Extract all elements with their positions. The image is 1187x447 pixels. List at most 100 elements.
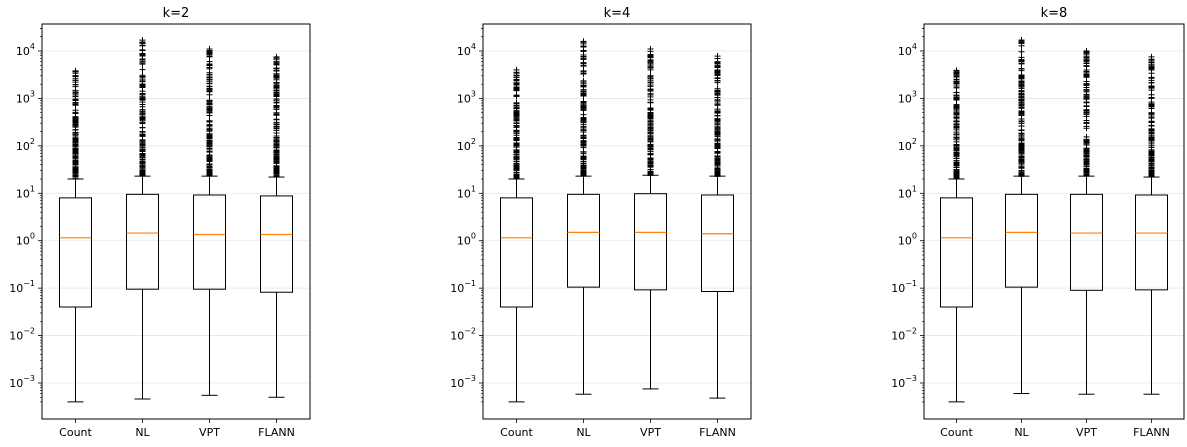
flier-point [647, 118, 654, 125]
flier-point [273, 103, 280, 110]
flier-point [273, 92, 280, 99]
flier-point [647, 171, 654, 178]
y-tick-label: 10−2 [450, 327, 476, 343]
y-tick-label: 101 [898, 184, 917, 200]
box-iqr [1070, 193, 1103, 291]
flier-point [714, 88, 721, 95]
y-tick-label: 100 [16, 232, 35, 248]
flier-point [647, 159, 654, 166]
y-tick-label: 10−1 [450, 279, 476, 295]
flier-point [953, 124, 960, 131]
flier-point [72, 81, 79, 88]
chart-panel-3: k=8 10−3 10−2 10−1 100 101 102 103 104 Count NL VPT… [891, 6, 1185, 439]
flier-point [1148, 115, 1155, 122]
x-tick-label: Count [59, 426, 92, 439]
chart-panel-1: k=2 10−3 10−2 10−1 100 101 102 103 104 Count NL VPT… [9, 6, 311, 439]
y-tick-label: 102 [16, 137, 35, 153]
fliers [1018, 37, 1025, 180]
flier-point [1083, 117, 1090, 124]
y-tick-label: 104 [898, 42, 917, 58]
flier-point [1018, 42, 1025, 49]
flier-point [513, 151, 520, 158]
flier-point [139, 42, 146, 49]
flier-point [647, 60, 654, 67]
flier-point [273, 87, 280, 94]
flier-point [953, 131, 960, 138]
flier-point [1148, 82, 1155, 89]
flier-point [1018, 78, 1025, 85]
x-tick-label: VPT [640, 426, 661, 439]
flier-point [513, 158, 520, 165]
flier-point [273, 73, 280, 80]
flier-point [1018, 85, 1025, 92]
y-tick-label: 102 [457, 137, 476, 153]
flier-point [206, 117, 213, 124]
flier-point [513, 174, 520, 181]
box-count [59, 67, 92, 403]
y-tick-label: 10−2 [891, 327, 917, 343]
flier-point [647, 124, 654, 131]
flier-point [580, 139, 587, 146]
flier-point [206, 109, 213, 116]
flier-point [580, 158, 587, 165]
flier-point [139, 172, 146, 179]
box-iqr [193, 194, 226, 290]
fliers [513, 66, 520, 183]
flier-point [139, 66, 146, 73]
flier-point [714, 96, 721, 103]
fliers [580, 38, 587, 180]
flier-point [72, 172, 79, 179]
flier-point [139, 101, 146, 108]
y-tick-label: 102 [898, 137, 917, 153]
axes-frame [923, 23, 1185, 420]
flier-point [513, 72, 520, 79]
flier-point [647, 106, 654, 113]
flier-point [953, 142, 960, 149]
box-count [940, 67, 973, 403]
y-tick-label: 103 [16, 89, 35, 105]
flier-point [714, 115, 721, 122]
fliers [647, 46, 654, 179]
flier-point [513, 81, 520, 88]
flier-point [953, 155, 960, 162]
flier-point [72, 146, 79, 153]
flier-point [580, 69, 587, 76]
flier-point [513, 105, 520, 112]
flier-point [1018, 65, 1025, 72]
y-tick-label: 10−3 [450, 374, 476, 390]
flier-point [714, 69, 721, 76]
flier-point [139, 120, 146, 127]
flier-point [273, 144, 280, 151]
flier-point [1148, 122, 1155, 129]
flier-point [273, 121, 280, 128]
flier-point [206, 62, 213, 69]
flier-point [513, 92, 520, 99]
flier-point [953, 108, 960, 115]
box-iqr [260, 195, 293, 293]
flier-point [1148, 164, 1155, 171]
y-tick-label: 103 [898, 89, 917, 105]
flier-point [1018, 107, 1025, 114]
x-tick-label: FLANN [699, 426, 736, 439]
flier-point [953, 149, 960, 156]
x-tick-label: NL [576, 426, 591, 439]
flier-point [647, 88, 654, 95]
box-vpt [634, 46, 667, 390]
y-tick-label: 103 [457, 89, 476, 105]
flier-point [714, 74, 721, 81]
flier-point [580, 55, 587, 62]
flier-point [1083, 125, 1090, 132]
y-tick-label: 101 [457, 184, 476, 200]
flier-point [513, 132, 520, 139]
flier-point [72, 164, 79, 171]
x-tick-label: Count [940, 426, 973, 439]
x-tick-label: NL [1014, 426, 1029, 439]
flier-point [714, 173, 721, 180]
flier-point [1148, 173, 1155, 180]
box-count [500, 66, 533, 403]
y-tick-label: 100 [457, 232, 476, 248]
flier-point [1083, 136, 1090, 143]
flier-point [580, 82, 587, 89]
flier-point [1083, 86, 1090, 93]
